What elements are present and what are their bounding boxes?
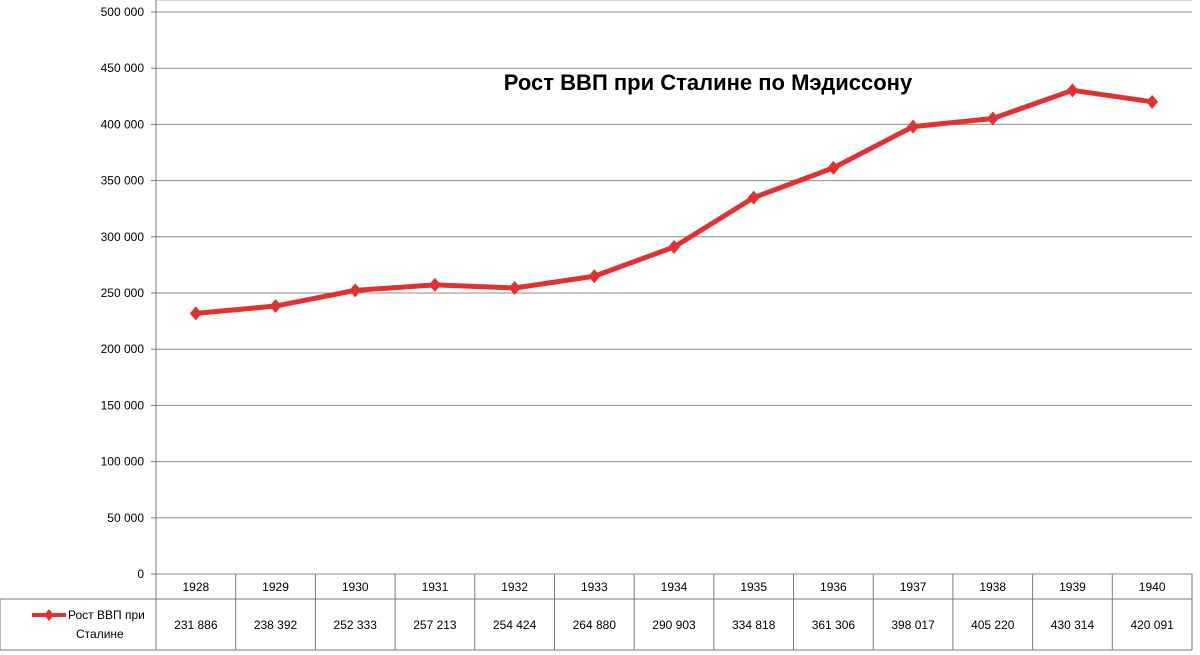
x-tick-label: 1929 <box>262 580 289 594</box>
y-tick-label: 0 <box>137 567 144 581</box>
x-tick-label: 1933 <box>581 580 608 594</box>
data-point <box>907 119 920 134</box>
data-point <box>428 277 441 292</box>
y-tick-label: 100 000 <box>101 455 145 469</box>
data-table-cell: 254 424 <box>493 618 537 632</box>
data-table-cell: 420 091 <box>1130 618 1174 632</box>
data-table-cell: 252 333 <box>334 618 378 632</box>
x-tick-label: 1936 <box>820 580 847 594</box>
series-line <box>193 87 1155 316</box>
y-tick-label: 150 000 <box>101 398 145 412</box>
series-line-group <box>189 83 1159 321</box>
data-table-cell: 238 392 <box>254 618 298 632</box>
chart-title: Рост ВВП при Сталине по Мэдиссону <box>504 70 913 95</box>
y-tick-label: 250 000 <box>101 286 145 300</box>
data-point <box>827 160 840 175</box>
legend-label: Рост ВВП при Сталине <box>68 608 145 641</box>
data-table: 1928 231 886 1929 238 392 1930 252 333 1931 257… <box>0 574 1193 651</box>
data-point <box>508 281 521 296</box>
x-tick-label: 1940 <box>1139 580 1166 594</box>
data-point <box>1066 83 1079 98</box>
data-table-cell: 257 213 <box>413 618 457 632</box>
y-tick-label: 350 000 <box>101 174 145 188</box>
legend-marker <box>44 609 54 621</box>
data-point <box>349 283 362 298</box>
data-point <box>668 240 680 255</box>
y-tick-label: 450 000 <box>101 61 145 75</box>
data-point <box>986 111 999 126</box>
data-point <box>588 269 601 284</box>
data-point <box>269 299 282 314</box>
y-tick-label: 400 000 <box>101 117 145 131</box>
data-table-cell: 264 880 <box>573 618 617 632</box>
data-point <box>189 306 202 321</box>
y-axis-ticks: 0 50 000 100 000 150 000 200 000 250 000 300 0… <box>101 5 145 581</box>
data-table-cell: 231 886 <box>174 618 218 632</box>
data-point <box>747 190 760 205</box>
data-table-cell: 290 903 <box>652 618 696 632</box>
x-tick-label: 1932 <box>501 580 528 594</box>
data-table-cell: 398 017 <box>891 618 935 632</box>
gridlines <box>151 0 1192 650</box>
data-table-cell: 334 818 <box>732 618 776 632</box>
data-table-cell: 361 306 <box>812 618 856 632</box>
x-tick-label: 1934 <box>661 580 688 594</box>
x-tick-label: 1937 <box>900 580 927 594</box>
data-table-cell: 405 220 <box>971 618 1015 632</box>
x-tick-label: 1928 <box>182 580 209 594</box>
data-table-cell: 430 314 <box>1051 618 1095 632</box>
x-tick-label: 1938 <box>979 580 1006 594</box>
y-tick-label: 300 000 <box>101 230 145 244</box>
data-point <box>1146 94 1159 109</box>
y-tick-label: 500 000 <box>101 5 145 19</box>
y-tick-label: 200 000 <box>101 342 145 356</box>
x-tick-label: 1939 <box>1059 580 1086 594</box>
x-tick-label: 1930 <box>342 580 369 594</box>
x-tick-label: 1931 <box>422 580 449 594</box>
y-tick-label: 50 000 <box>107 511 144 525</box>
x-tick-label: 1935 <box>740 580 767 594</box>
